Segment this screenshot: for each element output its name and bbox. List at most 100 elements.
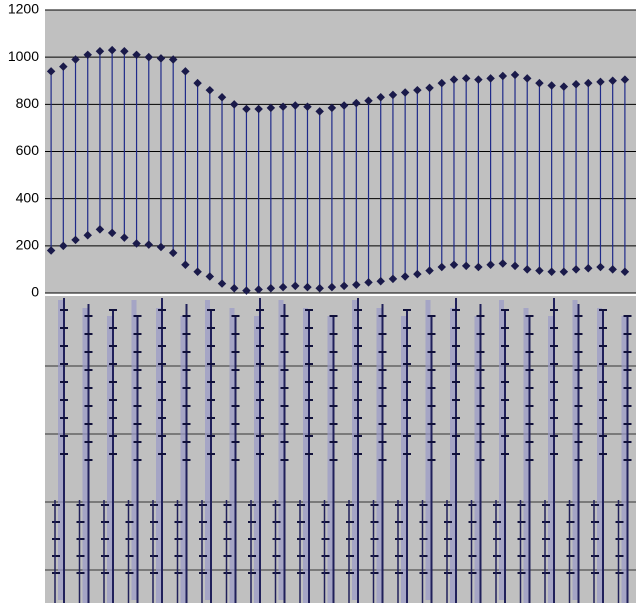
marker [291, 101, 300, 110]
marker [217, 279, 227, 288]
marker [388, 90, 398, 100]
marker [449, 75, 459, 84]
marker [596, 262, 605, 272]
marker [229, 284, 239, 293]
marker [388, 274, 398, 284]
marker [278, 282, 288, 292]
marker [608, 265, 617, 274]
marker [425, 266, 434, 275]
panel-stripe [254, 316, 259, 603]
marker [168, 248, 178, 258]
marker [437, 78, 447, 88]
marker [352, 280, 361, 289]
panel-stripe [450, 308, 455, 603]
marker [620, 267, 630, 277]
marker [132, 239, 141, 248]
lower-panel [45, 296, 636, 603]
y-tick-label: 0 [31, 284, 39, 300]
marker [400, 272, 410, 281]
marker [144, 240, 154, 249]
marker [229, 100, 239, 109]
marker [474, 262, 483, 272]
y-tick-label: 400 [16, 189, 40, 205]
marker [498, 71, 508, 81]
marker [522, 265, 532, 274]
marker [95, 47, 105, 56]
marker [278, 102, 288, 111]
marker [413, 269, 422, 279]
marker [486, 74, 495, 83]
panel-stripe [58, 300, 63, 600]
panel-stripe [523, 308, 529, 603]
marker [571, 265, 581, 274]
marker [291, 281, 300, 291]
y-tick-label: 600 [16, 142, 40, 158]
marker [107, 45, 117, 55]
marker [352, 98, 361, 108]
marker [266, 284, 276, 293]
marker [376, 276, 385, 286]
panel-stripe [548, 316, 553, 603]
marker [364, 96, 373, 106]
marker [339, 281, 349, 291]
marker [83, 50, 92, 60]
marker [535, 266, 544, 275]
marker [339, 101, 349, 110]
panel-stripe [376, 308, 382, 603]
marker [71, 55, 80, 64]
panel-stripe [156, 308, 161, 603]
marker [242, 104, 251, 114]
panel-stripe [352, 300, 357, 600]
panel-stripe [303, 308, 308, 603]
marker [461, 261, 471, 271]
marker [266, 103, 276, 113]
marker [486, 260, 495, 269]
marker [181, 67, 190, 76]
marker [181, 260, 190, 269]
marker [449, 260, 459, 269]
marker [364, 278, 373, 287]
marker [584, 263, 593, 273]
marker [46, 67, 56, 76]
panel-stripe [401, 316, 406, 603]
marker [242, 286, 251, 295]
y-tick-label: 1200 [8, 1, 39, 17]
marker [547, 267, 556, 277]
marker [474, 75, 483, 84]
panel-stripe [229, 308, 235, 603]
marker [510, 261, 520, 271]
panel-stripe [82, 308, 88, 603]
marker [120, 233, 129, 242]
panel-stripe [572, 300, 578, 600]
marker [303, 282, 312, 292]
panel-stripe [107, 316, 112, 603]
marker [144, 52, 154, 62]
marker [461, 74, 471, 83]
marker [107, 228, 117, 238]
marker [205, 85, 215, 95]
marker [46, 246, 56, 255]
marker [193, 78, 202, 88]
marker [498, 259, 508, 268]
marker [303, 102, 312, 111]
marker [217, 93, 227, 102]
lower-plot-area [45, 296, 636, 603]
marker [59, 241, 68, 251]
panel-stripe [597, 308, 602, 603]
marker [156, 54, 166, 63]
marker [413, 85, 422, 95]
marker [132, 50, 141, 60]
panel-stripe [425, 300, 431, 600]
marker [315, 284, 324, 293]
marker [437, 262, 447, 272]
marker [168, 55, 178, 64]
y-tick-label: 200 [16, 237, 40, 253]
marker [71, 235, 80, 245]
marker [83, 230, 92, 240]
marker [156, 242, 166, 252]
y-tick-label: 1000 [8, 48, 39, 64]
panel-stripe [499, 300, 504, 600]
marker [327, 282, 337, 292]
marker [376, 93, 385, 102]
